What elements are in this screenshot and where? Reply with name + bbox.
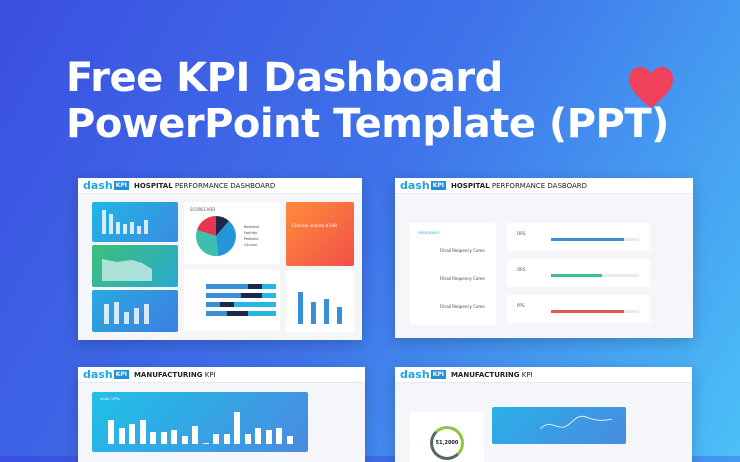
gauge-panel: 51,2000	[410, 412, 484, 462]
card-title: HOSPITAL PERFORMANCE DASBOARD	[450, 181, 588, 190]
logo: dash KPI	[400, 368, 446, 381]
progress-fill	[551, 274, 603, 277]
chart-bar	[202, 443, 209, 444]
manufacturing-kpi-preview-2: dash KPI MANUFACTURING KPI 51,2000	[395, 367, 692, 462]
progress-track	[551, 274, 639, 277]
headline: Free KPI Dashboard PowerPoint Template (…	[66, 55, 669, 147]
gauge-value: 51,2000	[430, 426, 464, 460]
progress-fill	[551, 238, 625, 241]
logo: dash KPI	[400, 179, 446, 192]
bar-table-panel	[184, 270, 280, 330]
manufacturing-kpi-preview: dash KPI MANUFACTURING KPI Units / KPIs	[78, 367, 365, 462]
chart-bar	[171, 430, 177, 444]
trend-panel	[492, 407, 626, 444]
card-title: HOSPITAL PERFORMANCE DASHBOARD	[133, 181, 276, 190]
frequency-list: FREQUENCY Fitrail Reopency Come Fitrail …	[410, 223, 496, 325]
pie-chart	[196, 216, 236, 257]
list-item: Fitrail Reopency Come	[440, 276, 485, 281]
progress-row: ORS	[507, 259, 650, 287]
manufacturing-bar-chart: Units / KPIs	[92, 392, 308, 452]
list-item: Fitrail Reopency Come	[440, 304, 485, 309]
legend-item: Pediatric	[244, 237, 260, 241]
pie-title: SCORECARD	[190, 207, 216, 212]
chart-bar	[244, 434, 251, 444]
hospital-dashboard-preview: dash KPI HOSPITAL PERFORMANCE DASHBOARD S…	[78, 178, 362, 340]
logo: dash KPI	[83, 368, 129, 381]
card-header: dash KPI MANUFACTURING KPI	[78, 367, 365, 383]
legend-item: Resident	[244, 225, 260, 229]
list-item: Fitrail Reopency Come	[440, 248, 485, 253]
row-label: ORS	[517, 267, 526, 272]
chart-bar	[108, 420, 114, 444]
chart-bar	[265, 430, 272, 444]
list-title: FREQUENCY	[418, 231, 440, 235]
chart-bar	[181, 436, 188, 444]
chart-bar	[129, 424, 135, 444]
chart-bar	[276, 428, 282, 444]
orange-panel: Clinical scores $148	[286, 202, 354, 266]
row-label: DRS	[517, 231, 526, 236]
column-chart-panel	[286, 270, 354, 332]
card-header: dash KPI HOSPITAL PERFORMANCE DASBOARD	[395, 178, 693, 194]
pie-panel: SCORECARD Resident Fertility Pediatric Clin…	[184, 202, 280, 264]
card-title: MANUFACTURING KPI	[133, 370, 216, 379]
chart-bar	[213, 434, 219, 444]
chart-bar	[192, 426, 198, 444]
chart-label: Units / KPIs	[100, 397, 120, 401]
heart-icon	[629, 67, 673, 108]
card-header: dash KPI HOSPITAL PERFORMANCE DASHBOARD	[78, 178, 362, 194]
orange-title: Clinical scores $148	[292, 224, 337, 229]
card-title: MANUFACTURING KPI	[450, 370, 533, 379]
card-header: dash KPI MANUFACTURING KPI	[395, 367, 692, 383]
legend-item: Clinical	[244, 243, 257, 247]
progress-track	[551, 310, 639, 313]
chart-bar	[234, 412, 240, 444]
headline-line2: PowerPoint Template (PPT)	[66, 101, 669, 147]
headline-line1: Free KPI Dashboard	[66, 55, 503, 101]
kpi-panel-blue	[92, 202, 178, 242]
chart-bar	[286, 436, 293, 444]
chart-bar	[223, 434, 230, 444]
kpi-panel-green	[92, 245, 178, 287]
progress-fill	[551, 310, 625, 313]
chart-bar	[150, 432, 156, 444]
kpi-panel-teal	[92, 290, 178, 332]
chart-bar	[118, 428, 125, 444]
legend-item: Fertility	[244, 231, 258, 235]
progress-row: DRS	[507, 223, 650, 251]
chart-bar	[255, 428, 261, 444]
logo: dash KPI	[83, 179, 129, 192]
row-label: PPS	[517, 303, 525, 308]
progress-track	[551, 238, 639, 241]
chart-bar	[139, 420, 146, 444]
hospital-dashboard-preview-2: dash KPI HOSPITAL PERFORMANCE DASBOARD FR…	[395, 178, 693, 338]
chart-bar	[160, 432, 167, 444]
progress-row: PPS	[507, 295, 650, 323]
